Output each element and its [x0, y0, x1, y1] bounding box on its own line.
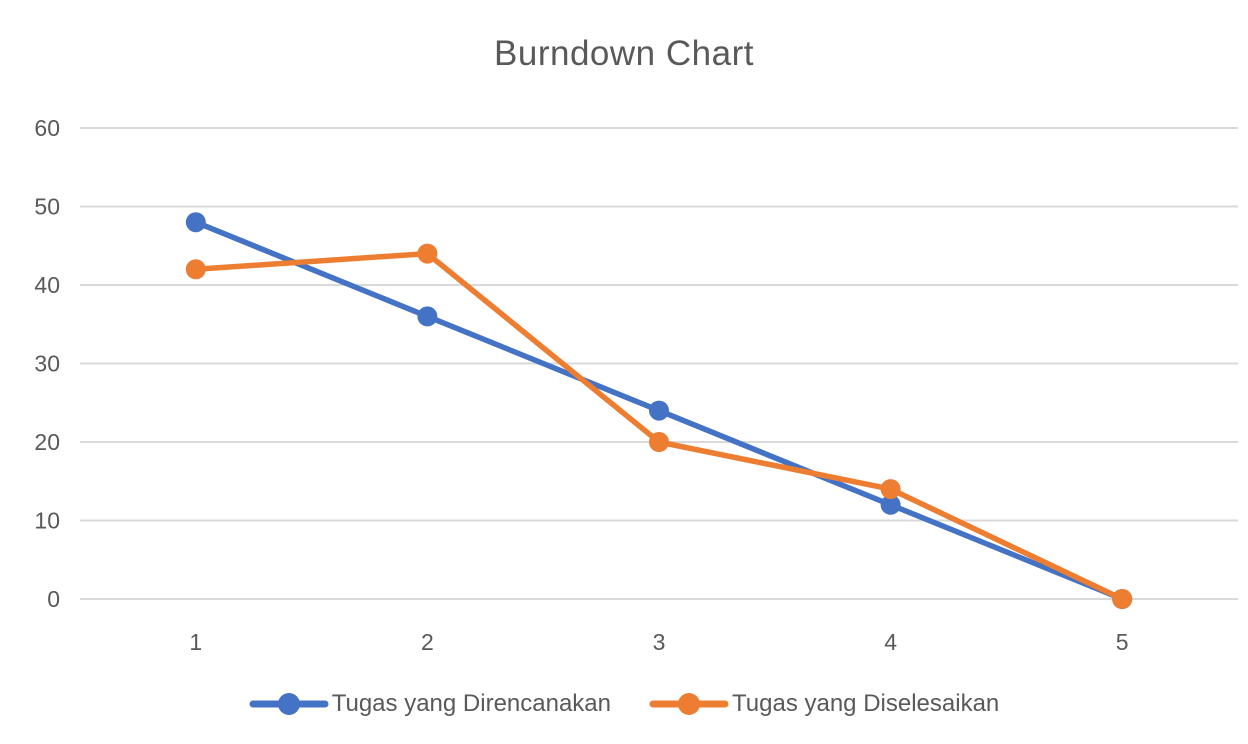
legend-label: Tugas yang Direncanakan — [331, 690, 611, 717]
y-axis-label: 10 — [34, 508, 60, 534]
legend-item-1: Tugas yang Diselesaikan — [649, 690, 999, 718]
y-axis-label: 0 — [47, 586, 60, 612]
x-axis-label: 1 — [189, 629, 202, 655]
data-point — [880, 479, 901, 500]
y-axis-labels: 0 10 20 30 40 50 60 — [34, 115, 60, 612]
legend-dot — [678, 693, 700, 715]
x-axis-label: 4 — [884, 629, 897, 655]
gridlines — [80, 127, 1238, 600]
series-lines — [185, 212, 1133, 609]
legend-label: Tugas yang Diselesaikan — [732, 690, 1000, 717]
x-axis-label: 2 — [421, 629, 434, 655]
legend-item-0: Tugas yang Direncanakan — [249, 690, 611, 718]
legend-dot — [277, 693, 300, 715]
y-axis-label: 20 — [34, 429, 60, 455]
x-axis-label: 5 — [1116, 629, 1129, 655]
legend-marker-icon — [649, 693, 729, 715]
x-axis-label: 3 — [653, 629, 666, 655]
data-point — [649, 432, 669, 452]
data-point — [880, 494, 901, 515]
data-point — [417, 243, 438, 264]
legend-marker-icon — [249, 693, 329, 715]
data-point — [417, 306, 438, 327]
x-axis-labels: 1 2 3 4 5 — [189, 629, 1128, 655]
legend: Tugas yang Direncanakan Tugas yang Disele… — [0, 690, 1248, 718]
data-point — [185, 259, 206, 280]
chart-title: Burndown Chart — [494, 34, 754, 73]
y-axis-label: 40 — [34, 272, 60, 298]
data-point — [1112, 589, 1133, 609]
y-axis-label: 30 — [34, 351, 60, 377]
y-axis-label: 50 — [34, 194, 60, 220]
series-line-1 — [193, 250, 1125, 602]
y-axis-label: 60 — [34, 115, 60, 141]
data-point — [185, 212, 206, 233]
data-point — [649, 400, 669, 421]
